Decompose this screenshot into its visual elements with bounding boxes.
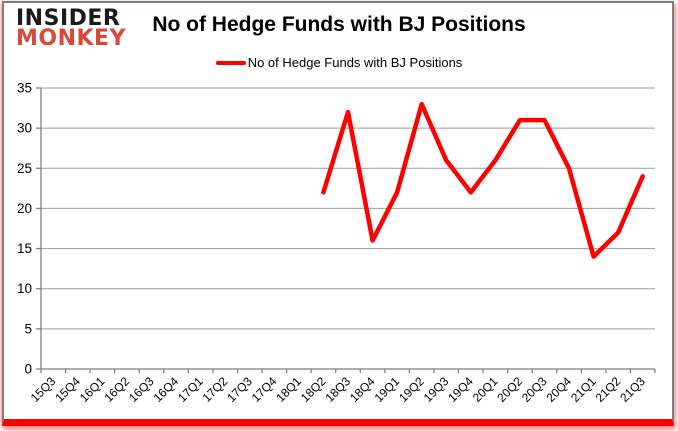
x-axis-label: 21Q3 <box>617 374 648 405</box>
x-axis-label: 20Q3 <box>519 374 550 405</box>
x-axis-label: 19Q4 <box>445 374 476 405</box>
x-axis-label: 20Q4 <box>544 374 575 405</box>
x-axis-label: 18Q2 <box>298 374 329 405</box>
x-axis-label: 21Q2 <box>593 374 624 405</box>
x-axis-label: 17Q1 <box>175 374 206 405</box>
x-axis-label: 17Q2 <box>200 374 231 405</box>
x-axis-label: 16Q1 <box>77 374 108 405</box>
legend-line-swatch-icon <box>215 60 246 65</box>
y-axis-label: 30 <box>17 121 32 136</box>
y-axis-label: 20 <box>17 201 32 216</box>
x-axis-label: 18Q3 <box>322 374 353 405</box>
logo-line-insider: INSIDER <box>16 6 121 31</box>
y-axis-label: 10 <box>17 281 32 296</box>
legend-label: No of Hedge Funds with BJ Positions <box>247 55 463 70</box>
x-axis-label: 16Q3 <box>126 374 157 405</box>
chart-legend: No of Hedge Funds with BJ Positions <box>0 55 678 70</box>
y-axis-label: 5 <box>24 321 32 336</box>
x-axis-label: 18Q4 <box>347 374 378 405</box>
x-axis-label: 16Q4 <box>151 374 182 405</box>
x-axis-label: 18Q1 <box>273 374 304 405</box>
y-axis-label: 25 <box>17 161 32 176</box>
y-axis-label: 15 <box>17 241 32 256</box>
x-axis-label: 16Q2 <box>101 374 132 405</box>
x-axis-label: 21Q1 <box>568 374 599 405</box>
y-axis-label: 35 <box>17 81 32 96</box>
x-axis-label: 17Q3 <box>224 374 255 405</box>
y-axis-label: 0 <box>24 362 32 377</box>
x-axis-label: 19Q1 <box>372 374 403 405</box>
x-axis-label: 19Q3 <box>421 374 452 405</box>
x-axis-label: 15Q3 <box>28 374 59 405</box>
x-axis-label: 17Q4 <box>249 374 280 405</box>
x-axis-label: 20Q1 <box>470 374 501 405</box>
logo-line-monkey: MONKEY <box>16 26 127 52</box>
chart-title: No of Hedge Funds with BJ Positions <box>152 13 526 36</box>
insider-monkey-logo: INSIDER MONKEY <box>16 6 127 52</box>
x-axis-label: 19Q2 <box>396 374 427 405</box>
x-axis-label: 20Q2 <box>494 374 525 405</box>
x-axis-label: 15Q4 <box>52 374 83 405</box>
series-line <box>321 101 645 259</box>
